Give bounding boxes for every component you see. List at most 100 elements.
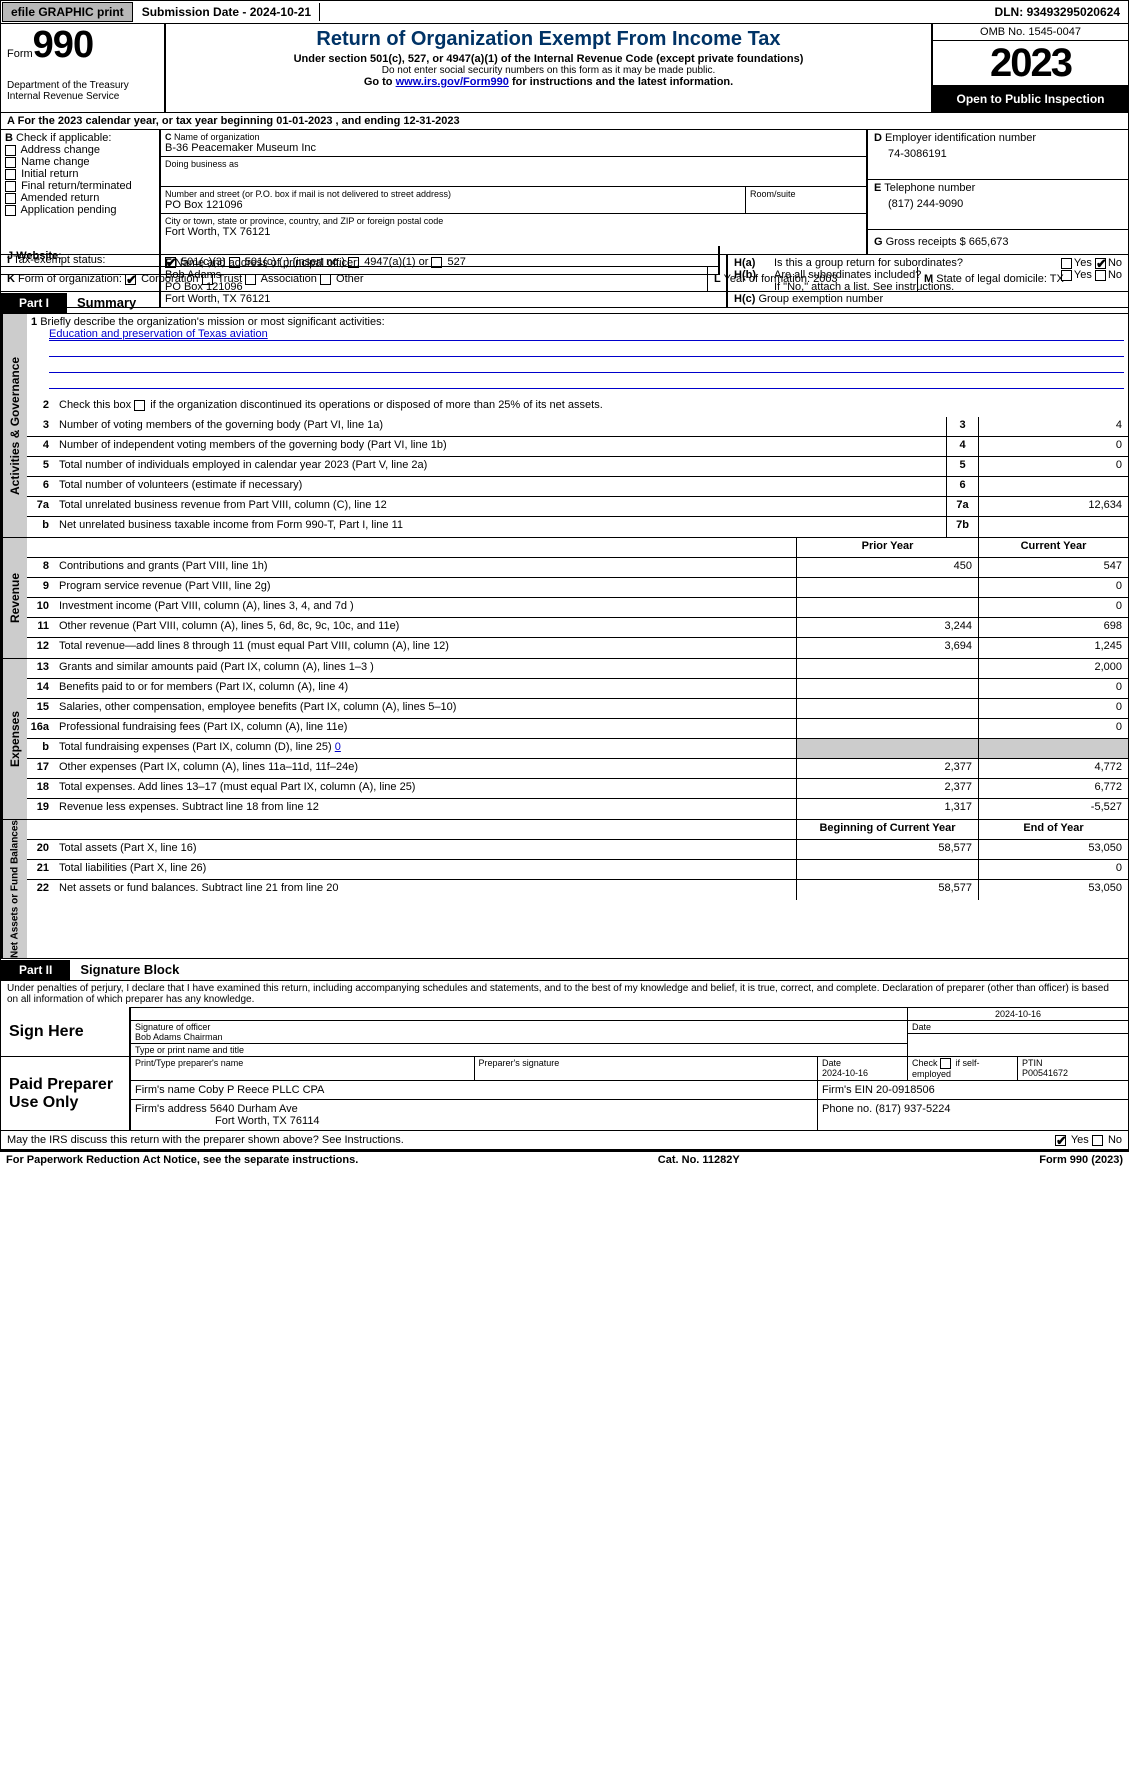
form-title: Return of Organization Exempt From Incom… <box>174 28 923 51</box>
q2-checkbox[interactable] <box>134 400 145 411</box>
vert-exp: Expenses <box>1 659 27 819</box>
c15: 0 <box>978 699 1128 718</box>
c8: 547 <box>978 558 1128 577</box>
v6 <box>978 477 1128 496</box>
form-subtitle-1: Under section 501(c), 527, or 4947(a)(1)… <box>174 53 923 65</box>
c17: 4,772 <box>978 759 1128 778</box>
top-bar: efile GRAPHIC print Submission Date - 20… <box>0 0 1129 24</box>
q5: Total number of individuals employed in … <box>55 457 946 476</box>
irs-link[interactable]: www.irs.gov/Form990 <box>396 76 509 88</box>
q1: Briefly describe the organization's miss… <box>40 316 384 328</box>
addr-change-checkbox[interactable] <box>5 145 16 156</box>
c16a: 0 <box>978 719 1128 738</box>
section-j: J Website: <box>0 246 720 267</box>
form-subtitle-2: Do not enter social security numbers on … <box>174 65 923 76</box>
c22: 53,050 <box>978 880 1128 900</box>
ha-no-checkbox[interactable] <box>1095 258 1106 269</box>
ha-yes-checkbox[interactable] <box>1061 258 1072 269</box>
firm-phone: (817) 937-5224 <box>875 1103 950 1115</box>
r17: Other expenses (Part IX, column (A), lin… <box>55 759 796 778</box>
begin-year-header: Beginning of Current Year <box>796 820 978 839</box>
firm-addr2: Fort Worth, TX 76114 <box>135 1115 320 1127</box>
r22: Net assets or fund balances. Subtract li… <box>55 880 796 900</box>
addr-label: Number and street (or P.O. box if mail i… <box>165 189 741 199</box>
summary-revenue: Revenue Prior YearCurrent Year 8Contribu… <box>0 538 1129 659</box>
part-ii-label: Part II <box>1 960 70 980</box>
other-checkbox[interactable] <box>320 274 331 285</box>
p8: 450 <box>796 558 978 577</box>
amended-return-checkbox[interactable] <box>5 193 16 204</box>
discuss-yes-checkbox[interactable] <box>1055 1135 1066 1146</box>
c13: 2,000 <box>978 659 1128 678</box>
r12: Total revenue—add lines 8 through 11 (mu… <box>55 638 796 658</box>
prep-date: 2024-10-16 <box>822 1068 868 1078</box>
form-goto: Go to www.irs.gov/Form990 for instructio… <box>174 76 923 88</box>
submission-date: Submission Date - 2024-10-21 <box>134 3 320 21</box>
footer: For Paperwork Reduction Act Notice, see … <box>0 1150 1129 1168</box>
line-a: A For the 2023 calendar year, or tax yea… <box>0 113 1129 130</box>
sig-officer-name: Bob Adams Chairman <box>135 1032 223 1042</box>
dept-label: Department of the Treasury Internal Reve… <box>7 80 158 102</box>
q3: Number of voting members of the governin… <box>55 417 946 436</box>
self-employed-cell: Check if self-employed <box>908 1057 1018 1080</box>
c19: -5,527 <box>978 799 1128 819</box>
gross-receipts-label: Gross receipts $ <box>886 236 966 248</box>
form-ref: Form 990 (2023) <box>1039 1154 1123 1166</box>
p21 <box>796 860 978 879</box>
form-header: Form990 Department of the Treasury Inter… <box>0 24 1129 113</box>
prep-date-label: Date <box>822 1058 841 1068</box>
form-number: 990 <box>33 24 93 66</box>
cat-no: Cat. No. 11282Y <box>658 1154 740 1166</box>
corp-checkbox[interactable] <box>125 274 136 285</box>
ptin: P00541672 <box>1022 1068 1068 1078</box>
l-label: Year of formation: <box>724 273 810 285</box>
city-state-zip: Fort Worth, TX 76121 <box>165 226 862 238</box>
summary-ag: Activities & Governance 1 Briefly descri… <box>0 314 1129 538</box>
phone-label: Telephone number <box>884 182 975 194</box>
summary-expenses: Expenses 13Grants and similar amounts pa… <box>0 659 1129 820</box>
p20: 58,577 <box>796 840 978 859</box>
end-year-header: End of Year <box>978 820 1128 839</box>
r8: Contributions and grants (Part VIII, lin… <box>55 558 796 577</box>
omb-number: OMB No. 1545-0047 <box>933 24 1128 41</box>
c20: 53,050 <box>978 840 1128 859</box>
ptin-label: PTIN <box>1022 1058 1043 1068</box>
p16b <box>796 739 978 758</box>
discuss-no-checkbox[interactable] <box>1092 1135 1103 1146</box>
hb-yes-checkbox[interactable] <box>1061 270 1072 281</box>
trust-checkbox[interactable] <box>202 274 213 285</box>
r16b: Total fundraising expenses (Part IX, col… <box>55 739 796 758</box>
q6: Total number of volunteers (estimate if … <box>55 477 946 496</box>
firm-addr-label: Firm's address <box>135 1103 207 1115</box>
p18: 2,377 <box>796 779 978 798</box>
phone: (817) 244-9090 <box>874 194 1122 210</box>
vert-rev: Revenue <box>1 538 27 658</box>
hb-no-checkbox[interactable] <box>1095 270 1106 281</box>
m-label: State of legal domicile: <box>936 273 1047 285</box>
initial-return-checkbox[interactable] <box>5 169 16 180</box>
dln: DLN: 93493295020624 <box>987 3 1128 21</box>
c9: 0 <box>978 578 1128 597</box>
final-return-checkbox[interactable] <box>5 181 16 192</box>
p16a <box>796 719 978 738</box>
assoc-checkbox[interactable] <box>245 274 256 285</box>
efile-print-button[interactable]: efile GRAPHIC print <box>2 2 133 22</box>
v7b <box>978 517 1128 537</box>
website-label: Website: <box>16 250 62 262</box>
hc-label: Group exemption number <box>758 293 883 305</box>
firm-name-label: Firm's name <box>135 1084 195 1096</box>
r18: Total expenses. Add lines 13–17 (must eq… <box>55 779 796 798</box>
p11: 3,244 <box>796 618 978 637</box>
name-change-checkbox[interactable] <box>5 157 16 168</box>
part-i-title: Summary <box>67 292 146 313</box>
self-employed-checkbox[interactable] <box>940 1058 951 1069</box>
r14: Benefits paid to or for members (Part IX… <box>55 679 796 698</box>
r20: Total assets (Part X, line 16) <box>55 840 796 859</box>
v3: 4 <box>978 417 1128 436</box>
q4: Number of independent voting members of … <box>55 437 946 456</box>
p22: 58,577 <box>796 880 978 900</box>
q7a: Total unrelated business revenue from Pa… <box>55 497 946 516</box>
b-label: Check if applicable: <box>16 132 111 144</box>
prior-year-header: Prior Year <box>796 538 978 557</box>
app-pending-checkbox[interactable] <box>5 205 16 216</box>
